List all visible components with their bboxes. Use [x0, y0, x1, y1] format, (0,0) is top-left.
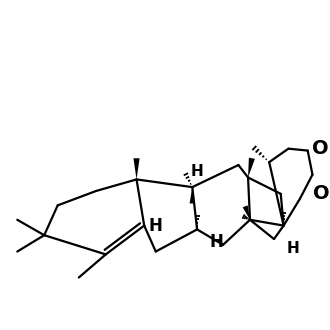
Polygon shape: [248, 158, 255, 178]
Text: O: O: [312, 139, 328, 158]
Text: O: O: [314, 184, 330, 203]
Text: H: H: [210, 233, 223, 251]
Text: H: H: [191, 164, 204, 179]
Polygon shape: [243, 206, 250, 220]
Polygon shape: [133, 158, 140, 180]
Text: H: H: [287, 241, 300, 256]
Polygon shape: [190, 187, 195, 204]
Text: H: H: [149, 216, 163, 235]
